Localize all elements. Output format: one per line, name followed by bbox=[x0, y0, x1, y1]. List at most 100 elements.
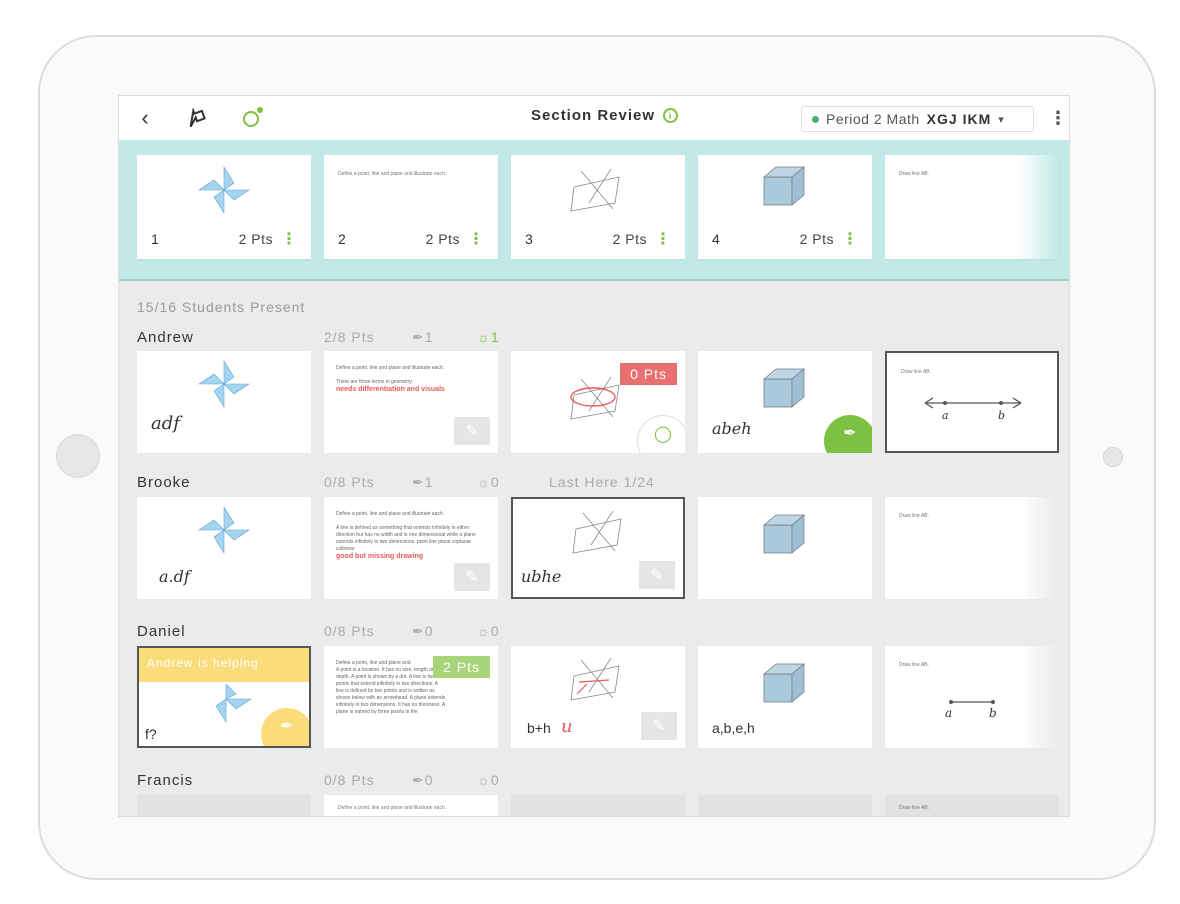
answer-card[interactable]: Define a point, line and plane and illus… bbox=[324, 497, 498, 599]
hand-count: ✒0 bbox=[412, 623, 434, 639]
question-number: 4 bbox=[712, 231, 720, 247]
pen-icon[interactable]: ✎ bbox=[454, 417, 490, 445]
question-card-4[interactable]: 4 2 Pts ⋮ bbox=[698, 155, 872, 259]
answer-card[interactable]: ubhe ✎ bbox=[511, 497, 685, 599]
question-card-1[interactable]: 1 2 Pts ⋮ bbox=[137, 155, 311, 259]
answer-text: Define a point, line and plane and illus… bbox=[336, 511, 476, 560]
answer-card[interactable]: Draw line AB. a b bbox=[885, 351, 1059, 453]
label-a: a bbox=[945, 706, 953, 720]
help-count: ☼0 bbox=[477, 623, 500, 639]
page-title: Section Review i bbox=[531, 107, 679, 124]
answer-card[interactable]: Draw line AB. a b bbox=[885, 646, 1059, 748]
answer-card[interactable]: Define a point, line and plane and illus… bbox=[324, 351, 498, 453]
cube-drawing bbox=[763, 514, 805, 554]
answer-text: Define a point, line and plane and A poi… bbox=[336, 660, 446, 715]
student-name: Brooke bbox=[137, 474, 191, 491]
hand-raise-icon[interactable]: ✒ bbox=[261, 708, 309, 746]
hand-raise-icon[interactable]: ✒ bbox=[824, 415, 872, 453]
question-prompt: Draw line AB. bbox=[901, 369, 932, 375]
answer-text: Define a point, line and plane and illus… bbox=[336, 365, 445, 393]
chevron-down-icon: ▾ bbox=[998, 113, 1005, 126]
student-name: Francis bbox=[137, 772, 194, 789]
question-prompt: Draw line AB. bbox=[899, 805, 930, 811]
share-icon[interactable] bbox=[183, 104, 211, 132]
pen-icon[interactable]: ✎ bbox=[639, 561, 675, 589]
answer-card[interactable] bbox=[511, 795, 685, 816]
points-badge: 0 Pts bbox=[620, 363, 677, 385]
period-selector[interactable]: Period 2 Math XGJ IKM ▾ bbox=[801, 106, 1034, 132]
student-points: 0/8 Pts bbox=[324, 772, 375, 788]
help-count: ☼0 bbox=[477, 474, 500, 490]
help-count: ☼1 bbox=[477, 329, 500, 345]
question-points: 2 Pts bbox=[612, 231, 647, 247]
hand-raise-icon[interactable] bbox=[239, 104, 267, 132]
answer-card[interactable] bbox=[698, 497, 872, 599]
student-points: 2/8 Pts bbox=[324, 329, 375, 345]
question-prompt: Define a point, line and plane and illus… bbox=[338, 805, 447, 811]
pinwheel-drawing bbox=[215, 684, 252, 724]
question-card-3[interactable]: 3 2 Pts ⋮ bbox=[511, 155, 685, 259]
question-number: 1 bbox=[151, 231, 159, 247]
plane-drawing bbox=[572, 510, 622, 554]
hand-count: ✒0 bbox=[412, 772, 434, 788]
answer-card[interactable] bbox=[698, 795, 872, 816]
period-label: Period 2 Math bbox=[826, 111, 920, 127]
question-points: 2 Pts bbox=[799, 231, 834, 247]
handwritten-answer: abeh bbox=[712, 419, 752, 438]
correction-mark: u bbox=[561, 716, 573, 737]
handwritten-answer: b+h bbox=[527, 720, 551, 736]
question-strip: 1 2 Pts ⋮ Define a point, line and plane… bbox=[119, 140, 1069, 281]
hand-count: ✒1 bbox=[412, 329, 434, 345]
info-icon[interactable]: i bbox=[663, 108, 679, 123]
handwritten-answer: a.df bbox=[159, 567, 190, 586]
pen-icon[interactable]: ✎ bbox=[641, 712, 677, 740]
points-badge: 2 Pts bbox=[433, 656, 490, 678]
answer-card[interactable]: Andrew is helping f? ✒ bbox=[137, 646, 311, 748]
row-fade bbox=[1019, 497, 1059, 599]
pinwheel-drawing bbox=[198, 505, 250, 555]
answer-card[interactable]: b+h u ✎ bbox=[511, 646, 685, 748]
plane-drawing bbox=[570, 657, 620, 701]
question-more-icon[interactable]: ⋮ bbox=[468, 231, 484, 248]
answer-card[interactable]: Define a point, line and plane and A poi… bbox=[324, 646, 498, 748]
question-number: 3 bbox=[525, 231, 533, 247]
answer-card[interactable]: Draw line AB. bbox=[885, 497, 1059, 599]
question-points: 2 Pts bbox=[238, 231, 273, 247]
label-b: b bbox=[989, 706, 997, 720]
last-here: Last Here 1/24 bbox=[549, 474, 655, 490]
period-code: XGJ IKM bbox=[926, 111, 992, 127]
answer-card[interactable]: a,b,e,h bbox=[698, 646, 872, 748]
pinwheel-drawing bbox=[198, 165, 250, 215]
answer-card[interactable]: Define a point, line and plane and illus… bbox=[324, 795, 498, 816]
student-name: Andrew bbox=[137, 329, 194, 346]
question-more-icon[interactable]: ⋮ bbox=[842, 231, 858, 248]
students-present: 15/16 Students Present bbox=[137, 299, 306, 315]
strip-fade bbox=[1019, 155, 1059, 259]
question-card-5[interactable]: Draw line AB. bbox=[885, 155, 1059, 259]
answer-card[interactable]: Draw line AB. bbox=[885, 795, 1059, 816]
answer-card[interactable]: a.df bbox=[137, 497, 311, 599]
answer-card[interactable]: adf bbox=[137, 351, 311, 453]
more-menu-icon[interactable]: ⋮ bbox=[1049, 108, 1067, 128]
answer-card[interactable]: 0 Pts ◯ bbox=[511, 351, 685, 453]
question-number: 2 bbox=[338, 231, 346, 247]
question-card-2[interactable]: Define a point, line and plane and illus… bbox=[324, 155, 498, 259]
question-more-icon[interactable]: ⋮ bbox=[655, 231, 671, 248]
pen-icon[interactable]: ✎ bbox=[454, 563, 490, 591]
label-a: a bbox=[942, 409, 949, 422]
answer-card[interactable]: abeh ✒ bbox=[698, 351, 872, 453]
top-bar: ‹ Section Review i Period 2 Math XGJ IKM… bbox=[119, 96, 1069, 140]
status-dot bbox=[812, 115, 819, 123]
answer-card[interactable] bbox=[137, 795, 311, 816]
back-icon[interactable]: ‹ bbox=[141, 105, 149, 130]
helping-banner: Andrew is helping bbox=[139, 648, 309, 682]
line-ab-drawing bbox=[949, 700, 995, 704]
handwritten-answer: a,b,e,h bbox=[712, 720, 755, 736]
row-fade bbox=[1019, 646, 1059, 748]
question-more-icon[interactable]: ⋮ bbox=[281, 231, 297, 248]
comment-icon[interactable]: ◯ bbox=[637, 415, 685, 453]
home-button[interactable] bbox=[56, 434, 100, 478]
handwritten-answer: f? bbox=[145, 726, 157, 742]
student-points: 0/8 Pts bbox=[324, 474, 375, 490]
plane-drawing bbox=[570, 376, 620, 420]
